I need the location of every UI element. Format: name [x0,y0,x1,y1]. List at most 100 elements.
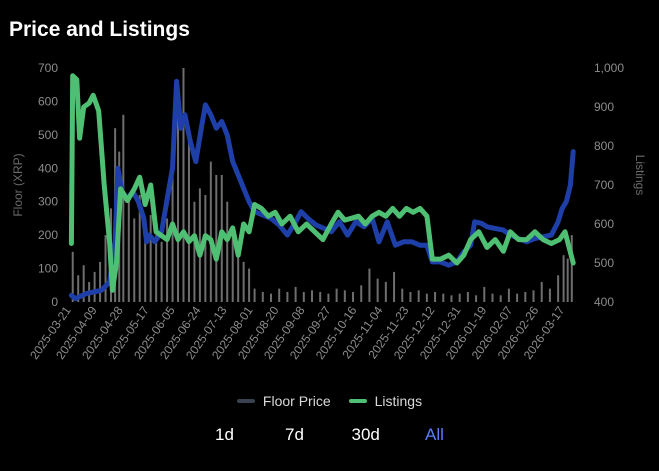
y-right-axis-title: Listings [633,155,647,196]
volume-bar [104,235,107,302]
volume-bar [204,195,207,302]
volume-bar [138,195,141,302]
y-right-tick-label: 800 [594,139,614,153]
volume-bars [71,68,573,302]
price-listings-chart: 0 100 200 300 400 500 600 700 400 500 600 700 800 900… [11,61,647,362]
volume-bar [93,271,96,302]
listings-swatch [348,399,367,403]
volume-bar [127,201,130,302]
volume-bar [516,293,519,302]
volume-bar [425,293,428,302]
volume-bar [261,291,264,302]
volume-bar [335,288,338,302]
volume-bar [483,286,486,302]
volume-bar [434,291,437,302]
volume-bar [401,288,404,302]
volume-bar [458,293,461,302]
legend-item-floor-price[interactable]: Floor Price [236,393,331,409]
volume-bar [171,161,174,302]
volume-bar [466,291,469,302]
volume-bar [499,295,502,302]
volume-bar [144,235,147,302]
y-right-tick-label: 400 [594,295,614,309]
volume-bar [442,293,445,302]
volume-bar [182,68,185,302]
volume-bar [99,261,102,302]
floor-price-swatch [236,399,255,403]
volume-bar [294,286,297,302]
y-left-tick-label: 200 [38,228,58,242]
volume-bar [507,288,510,302]
volume-bar [393,271,396,302]
volume-bar [570,235,573,302]
chart-title: Price and Listings [9,18,190,41]
volume-bar [71,251,74,302]
y-left-tick-label: 400 [38,161,58,175]
volume-bar [352,291,355,302]
range-button-7d[interactable]: 7d [282,425,308,445]
volume-bar [82,265,85,302]
volume-bar [311,290,314,302]
volume-bar [384,281,387,302]
range-button-all[interactable]: All [422,425,448,445]
y-right-tick-label: 900 [594,100,614,114]
volume-bar [149,215,152,302]
legend-label-listings: Listings [374,393,423,409]
legend-label-floor-price: Floor Price [262,393,331,409]
y-right-tick-label: 500 [594,256,614,270]
legend-item-listings[interactable]: Listings [348,393,423,409]
volume-bar [226,201,229,302]
volume-bar [327,293,330,302]
volume-bar [302,291,305,302]
volume-bar [562,255,565,302]
volume-bar [237,251,240,302]
y-right-tick-label: 700 [594,178,614,192]
volume-bar [566,258,569,302]
volume-bar [343,290,346,302]
y-left-tick-label: 700 [38,61,58,75]
volume-bar [209,161,212,302]
y-left-tick-label: 500 [38,128,58,142]
volume-bar [368,268,371,302]
volume-bar [286,291,289,302]
y-left-tick-label: 600 [38,94,58,108]
listings-line [68,73,576,293]
volume-bar [177,94,180,302]
volume-bar [524,291,527,302]
volume-bar [376,278,379,302]
time-range-selector: 1d 7d 30d All [0,425,659,445]
volume-bar [557,275,560,302]
y-left-tick-label: 0 [51,295,58,309]
volume-bar [278,288,281,302]
volume-bar [409,291,412,302]
y-right-tick-label: 600 [594,217,614,231]
volume-bar [198,188,201,302]
range-button-30d[interactable]: 30d [351,425,380,444]
volume-bar [475,295,478,302]
volume-bar [160,241,163,302]
y-left-axis-title: Floor (XRP) [11,153,25,216]
volume-bar [77,275,80,302]
volume-bar [548,288,551,302]
volume-bar [253,288,256,302]
y-left-tick-label: 100 [38,262,58,276]
series-lines [68,73,576,302]
volume-bar [242,261,245,302]
volume-bar [166,218,169,302]
volume-bar [155,235,158,302]
volume-bar [491,293,494,302]
volume-bar [193,201,196,302]
volume-bar [319,291,322,302]
volume-bar [231,228,234,302]
volume-bar [133,218,136,302]
volume-bar [248,268,251,302]
floor-price-line [68,78,576,302]
volume-bar [187,134,190,302]
volume-bar [450,295,453,302]
volume-bar [540,281,543,302]
volume-bar [532,290,535,302]
volume-bar [360,285,363,302]
volume-bar [215,174,218,302]
range-button-1d[interactable]: 1d [212,425,238,445]
volume-bar [122,114,125,302]
